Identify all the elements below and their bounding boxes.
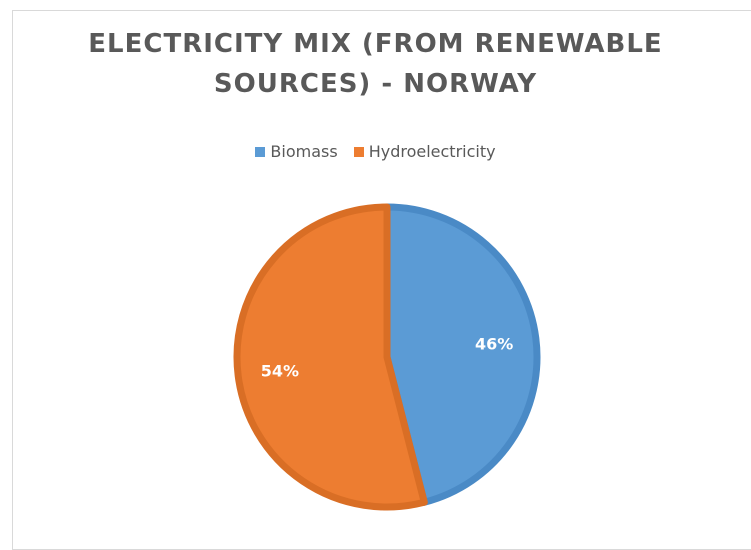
chart-title-line-1: ELECTRICITY MIX (FROM RENEWABLE: [88, 29, 663, 59]
legend-swatch-hydroelectricity: [353, 146, 364, 157]
legend-item-hydroelectricity: Hydroelectricity: [353, 142, 496, 161]
chart-legend: Biomass Hydroelectricity: [0, 142, 751, 161]
chart-title: ELECTRICITY MIX (FROM RENEWABLE SOURCES)…: [0, 24, 751, 104]
data-label-hydroelectricity: 54%: [261, 362, 299, 381]
pie-slice-biomass: [383, 203, 541, 506]
legend-swatch-biomass: [255, 146, 266, 157]
legend-label-biomass: Biomass: [270, 142, 338, 161]
legend-label-hydroelectricity: Hydroelectricity: [368, 142, 496, 161]
chart-title-line-2: SOURCES) - NORWAY: [213, 69, 538, 99]
legend-item-biomass: Biomass: [255, 142, 338, 161]
pie-data-labels: 46% 54%: [261, 334, 514, 380]
data-label-biomass: 46%: [475, 334, 513, 353]
pie-slices: [233, 203, 541, 511]
pie-slice-hydroelectricity: [233, 203, 428, 511]
pie-chart: 46% 54%: [233, 203, 541, 511]
